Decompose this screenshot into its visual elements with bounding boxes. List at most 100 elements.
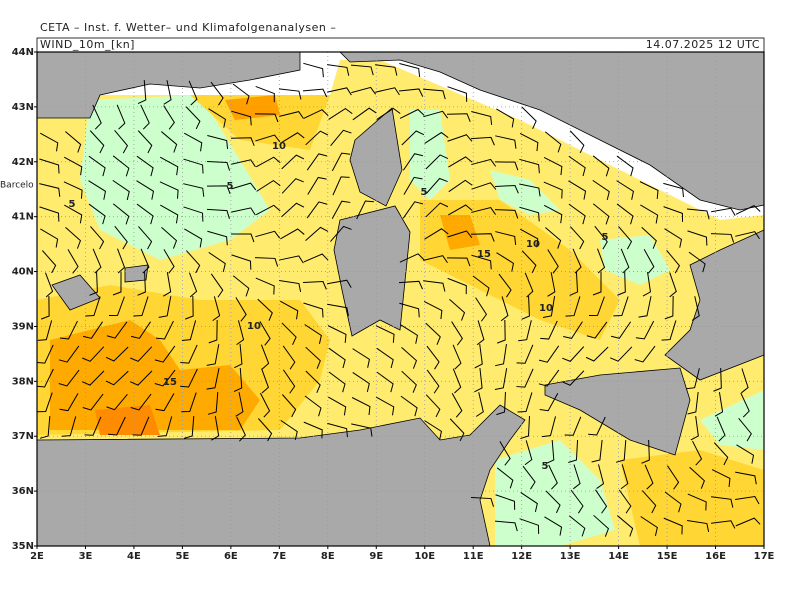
wind-barb <box>81 370 105 386</box>
lon-label: 13E <box>560 551 581 562</box>
wind-barb <box>544 131 562 153</box>
wind-barb <box>585 346 609 362</box>
lon-label: 14E <box>608 551 629 562</box>
wind-barb <box>351 397 371 416</box>
wind-barb <box>711 207 736 216</box>
wind-barb <box>188 80 198 106</box>
wind-barb <box>260 344 270 370</box>
wind-barb <box>154 369 176 387</box>
lon-label: 6E <box>224 551 238 562</box>
wind-barbs <box>37 62 761 537</box>
wind-barb <box>518 320 532 342</box>
wind-barb <box>664 491 682 513</box>
wind-barb <box>234 343 243 369</box>
shade-dark-orange <box>95 405 160 435</box>
wind-barb <box>470 496 495 507</box>
wind-barb <box>471 182 497 190</box>
wind-barb <box>471 254 492 270</box>
wind-barb <box>155 320 174 340</box>
lon-label: 4E <box>127 551 141 562</box>
wind-barb <box>236 320 245 346</box>
lon-label: 15E <box>657 551 678 562</box>
wind-barb <box>116 104 126 130</box>
wind-barb <box>641 226 657 249</box>
wind-barb <box>181 320 197 341</box>
wind-barb <box>231 182 257 191</box>
wind-barb <box>376 107 401 120</box>
wind-barb <box>235 297 247 322</box>
wind-barb <box>448 179 473 193</box>
contour-label: 10 <box>247 321 261 332</box>
wind-barb <box>131 321 151 339</box>
wind-barb <box>208 319 218 344</box>
wind-barb <box>500 296 509 322</box>
wind-barb <box>517 392 533 413</box>
wind-barb <box>356 200 374 220</box>
wind-barb <box>255 85 275 103</box>
wind-barb <box>447 134 473 142</box>
wind-barb <box>543 181 563 199</box>
wind-barb <box>426 369 440 394</box>
wind-barb <box>188 272 198 298</box>
wind-barb <box>669 272 677 298</box>
wind-barb <box>105 370 129 386</box>
wind-barb <box>163 272 172 297</box>
wind-barb <box>543 204 563 224</box>
wind-barb <box>375 325 395 343</box>
wind-barb <box>641 439 650 464</box>
wind-barb <box>593 514 610 537</box>
wind-barb <box>352 372 370 393</box>
wind-barb <box>569 130 585 154</box>
wind-barb <box>663 206 684 222</box>
wind-barb <box>663 517 683 535</box>
wind-barb <box>495 494 516 510</box>
wind-barb <box>305 346 321 369</box>
wind-barb <box>597 248 606 274</box>
wind-barb <box>522 465 536 490</box>
wind-barb <box>471 206 496 215</box>
wind-barb <box>494 368 508 390</box>
wind-barb <box>446 257 471 267</box>
wind-barb <box>735 205 761 215</box>
wind-barb <box>401 346 418 369</box>
wind-barb <box>114 225 128 250</box>
wind-barb <box>617 271 626 296</box>
wind-barb <box>594 225 608 250</box>
wind-barb <box>160 204 179 224</box>
sicily <box>544 367 691 456</box>
wind-barb <box>620 464 629 490</box>
land <box>37 52 764 546</box>
wind-barb <box>591 440 603 463</box>
wind-barb <box>540 320 558 340</box>
wind-barb <box>451 321 463 346</box>
wind-barb <box>446 113 471 122</box>
wind-barb <box>210 81 224 106</box>
lon-label: 2E <box>30 551 44 562</box>
wind-barb <box>376 347 394 369</box>
wind-barb <box>644 464 654 490</box>
wind-barb <box>328 396 347 416</box>
wind-barb <box>281 202 305 218</box>
wind-barb <box>255 204 281 216</box>
wind-barb <box>713 367 722 392</box>
wind-barb <box>399 88 424 97</box>
wind-barb <box>375 64 398 76</box>
wind-barb <box>130 346 153 362</box>
wind-barb <box>183 415 195 439</box>
wind-barb <box>610 346 633 362</box>
wind-barb <box>692 440 703 466</box>
wind-barb <box>711 496 734 508</box>
wind-barb <box>207 230 228 246</box>
wind-barb <box>516 344 534 364</box>
wind-barb <box>236 416 246 442</box>
wind-barb <box>157 416 173 437</box>
wind-barb <box>39 183 61 197</box>
wind-barb <box>306 201 328 219</box>
wind-barb <box>280 228 305 240</box>
lat-label: 39N <box>12 321 34 332</box>
wind-barb <box>399 302 420 318</box>
map-area: 10 5 5 5 15 10 5 10 10 15 5 <box>37 52 764 546</box>
wind-barb <box>88 203 106 225</box>
shade-green <box>495 440 615 546</box>
lon-label: 7E <box>272 551 286 562</box>
